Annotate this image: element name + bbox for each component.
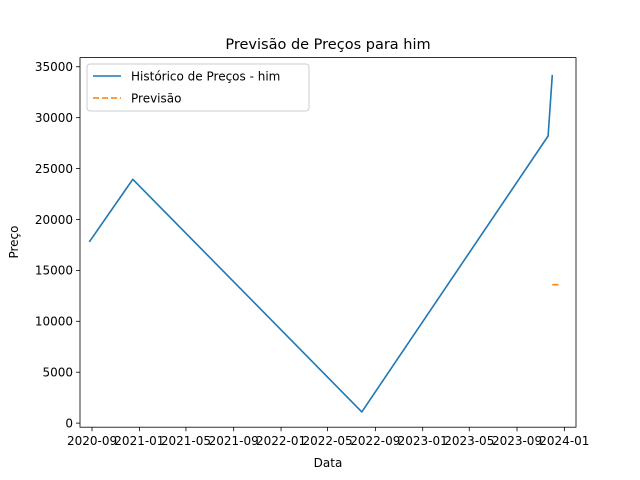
x-tick-label: 2024-01 [539,434,589,448]
legend: Histórico de Preços - him Previsão [86,63,310,112]
legend-box [86,63,310,112]
plot-content [88,74,560,413]
x-tick-label: 2021-09 [209,434,259,448]
x-tick-label: 2020-09 [67,434,117,448]
y-tick-label: 15000 [35,264,73,278]
y-axis-label: Preço [7,225,21,258]
x-axis: 2020-092021-012021-052021-092022-012022-… [67,427,589,448]
legend-label-history: Histórico de Preços - him [131,70,280,84]
x-tick-label: 2023-01 [398,434,448,448]
x-axis-label: Data [314,456,343,470]
y-tick-label: 35000 [35,60,73,74]
y-tick-label: 25000 [35,162,73,176]
x-tick-label: 2023-09 [492,434,542,448]
chart-title: Previsão de Preços para him [225,37,430,53]
y-tick-label: 10000 [35,315,73,329]
y-tick-label: 20000 [35,213,73,227]
x-tick-label: 2021-01 [114,434,164,448]
x-tick-label: 2021-05 [161,434,211,448]
y-axis: 0 5000 10000 15000 20000 25000 30000 35000 [35,60,80,430]
y-tick-label: 0 [65,416,73,430]
y-tick-label: 30000 [35,111,73,125]
series-line-0 [88,74,554,413]
x-tick-label: 2022-09 [350,434,400,448]
y-tick-label: 5000 [42,366,73,380]
x-tick-label: 2022-01 [256,434,306,448]
legend-label-forecast: Previsão [131,92,181,106]
x-tick-label: 2022-05 [303,434,353,448]
x-tick-label: 2023-05 [444,434,494,448]
